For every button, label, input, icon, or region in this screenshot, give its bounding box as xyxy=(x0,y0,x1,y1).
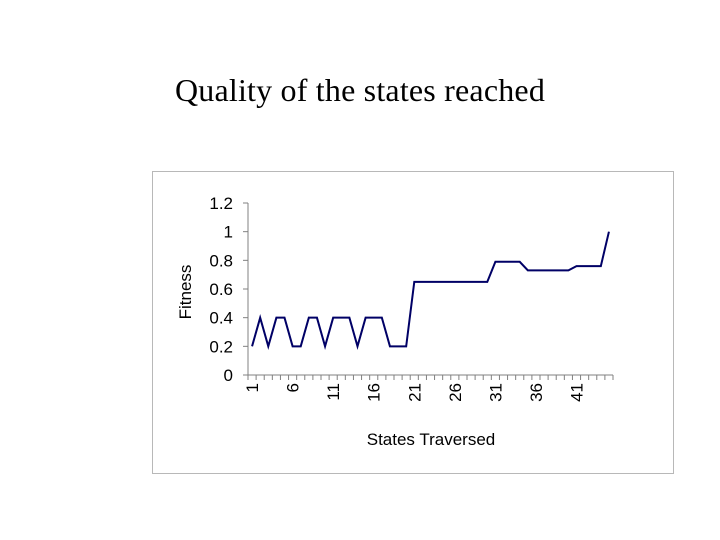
data-point xyxy=(446,281,448,283)
data-point xyxy=(430,281,432,283)
data-point xyxy=(373,317,375,319)
data-point xyxy=(300,345,302,347)
data-point xyxy=(275,317,277,319)
data-point xyxy=(284,317,286,319)
data-point xyxy=(478,281,480,283)
data-point xyxy=(340,317,342,319)
x-tick-label: 11 xyxy=(324,383,343,401)
data-point xyxy=(576,265,578,267)
chart-frame: 0 0.2 0.4 0.6 0.8 1 1.2 1 6 11 16 21 26 31 36 41 Fitne… xyxy=(152,171,674,474)
data-point xyxy=(389,345,391,347)
x-tick-label: 31 xyxy=(486,383,505,402)
data-point xyxy=(348,317,350,319)
data-point xyxy=(503,261,505,263)
data-point xyxy=(365,317,367,319)
y-tick-label: 1.2 xyxy=(209,194,233,213)
x-axis-label: States Traversed xyxy=(367,430,496,449)
data-point xyxy=(267,345,269,347)
x-tick-label: 6 xyxy=(284,383,303,392)
data-point xyxy=(486,281,488,283)
data-point xyxy=(592,265,594,267)
y-tick-label: 0.2 xyxy=(209,337,233,356)
data-point xyxy=(535,269,537,271)
data-point xyxy=(357,345,359,347)
series-group xyxy=(251,231,610,351)
y-axis-label: Fitness xyxy=(176,265,195,320)
data-point xyxy=(567,269,569,271)
data-point xyxy=(413,281,415,283)
data-point xyxy=(519,261,521,263)
data-point xyxy=(308,317,310,319)
data-point xyxy=(559,269,561,271)
y-tick-label: 0.6 xyxy=(209,280,233,299)
data-point xyxy=(405,345,407,347)
data-point xyxy=(494,261,496,263)
data-point xyxy=(438,281,440,283)
data-point xyxy=(251,345,253,347)
data-point xyxy=(511,261,513,263)
data-point xyxy=(543,269,545,271)
data-point xyxy=(551,269,553,271)
x-tick-label: 1 xyxy=(243,383,262,392)
data-point xyxy=(421,281,423,283)
x-tick-label: 21 xyxy=(405,383,424,402)
y-tick-label: 0.8 xyxy=(209,251,233,270)
fitness-line-chart: 00.20.40.60.811.2 1 6 11 16 21 26 31 36 41 Fitne… xyxy=(176,194,614,449)
x-tick-label: 36 xyxy=(527,383,546,402)
data-point xyxy=(584,265,586,267)
data-point xyxy=(332,317,334,319)
data-point xyxy=(397,345,399,347)
data-point xyxy=(381,317,383,319)
fitness-series-line xyxy=(251,231,610,351)
y-tick-label: 0.4 xyxy=(209,309,233,328)
data-point xyxy=(454,281,456,283)
slide-title: Quality of the states reached xyxy=(174,72,546,108)
data-point xyxy=(462,281,464,283)
data-point xyxy=(292,345,294,347)
data-point xyxy=(600,265,602,267)
x-tick-label: 41 xyxy=(568,383,587,402)
data-point xyxy=(470,281,472,283)
data-point xyxy=(527,269,529,271)
x-axis: 1 6 11 16 21 26 31 36 41 xyxy=(243,374,614,402)
data-point xyxy=(316,317,318,319)
y-axis: 0 0.2 0.4 0.6 0.8 1 1.2 xyxy=(209,194,249,385)
y-tick-label: 0 xyxy=(224,366,233,385)
x-tick-label: 16 xyxy=(365,383,384,402)
data-point xyxy=(259,317,261,319)
y-tick-label: 1 xyxy=(224,223,233,242)
data-point xyxy=(324,345,326,347)
x-tick-label: 26 xyxy=(446,383,465,402)
data-point xyxy=(608,231,610,233)
